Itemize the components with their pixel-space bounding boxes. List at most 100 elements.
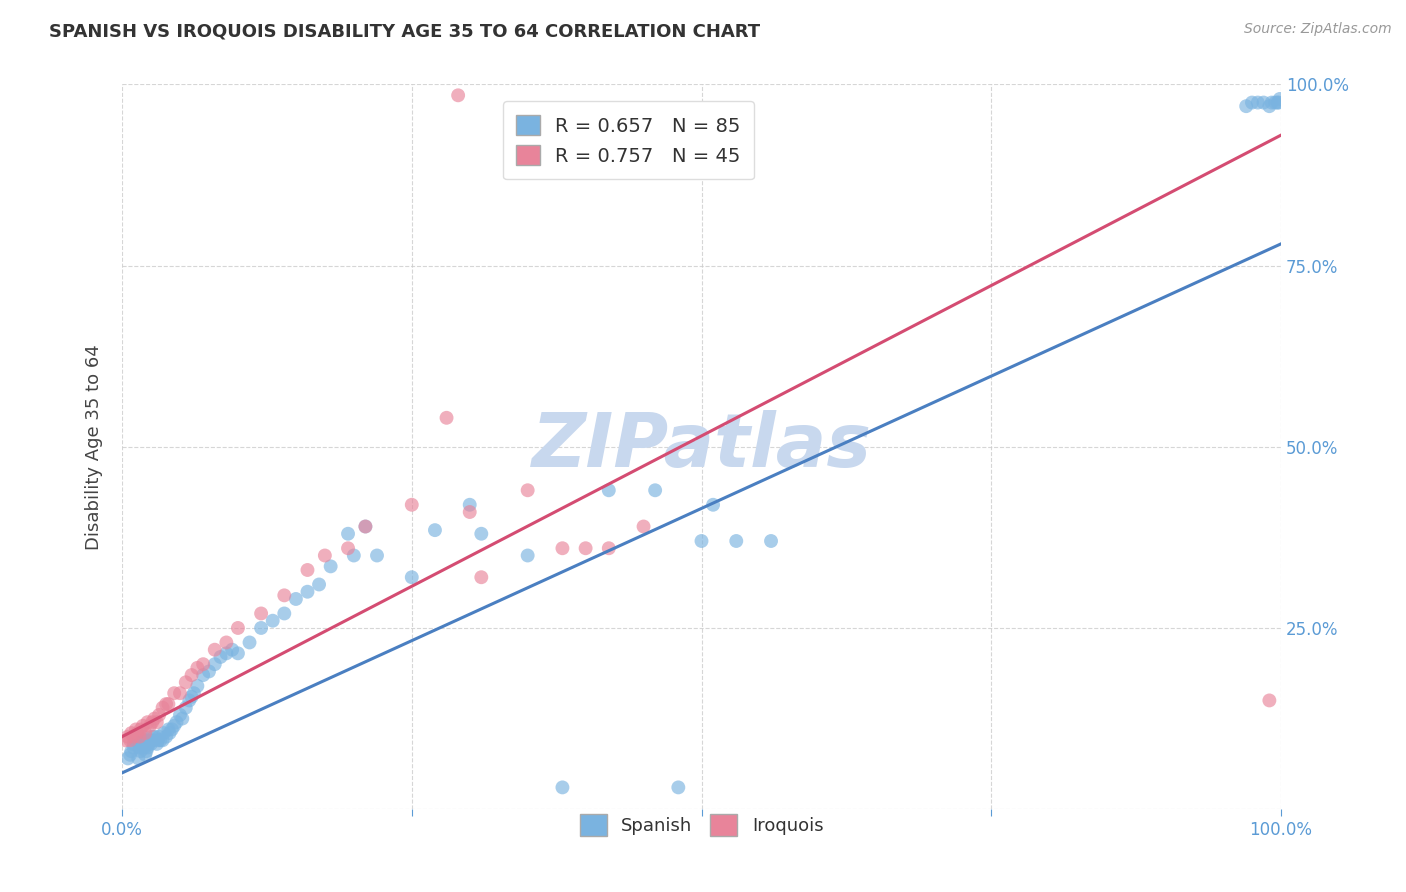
Point [180,668,202,682]
Point [139,737,162,751]
Point [337,526,360,541]
Point [134,726,156,740]
Point [702,498,724,512]
Point [174,700,197,714]
Point [152,700,174,714]
Point [122,737,145,751]
Point [141,715,163,730]
Point [117,730,139,744]
Text: Source: ZipAtlas.com: Source: ZipAtlas.com [1244,22,1392,37]
Y-axis label: Disability Age 35 to 64: Disability Age 35 to 64 [86,344,103,549]
Point [142,733,165,747]
Point [436,410,458,425]
Point [132,719,155,733]
Point [120,726,142,740]
Point [221,642,243,657]
Point [273,607,295,621]
Point [1267,95,1289,110]
Point [146,737,169,751]
Point [148,730,170,744]
Point [155,730,177,744]
Point [215,635,238,649]
Point [163,719,186,733]
Point [186,661,208,675]
Point [163,686,186,700]
Point [134,747,156,762]
Point [132,740,155,755]
Point [633,519,655,533]
Point [401,498,423,512]
Point [169,707,191,722]
Point [198,665,221,679]
Point [134,733,156,747]
Point [148,707,170,722]
Point [169,686,191,700]
Point [250,607,273,621]
Point [447,88,470,103]
Point [127,730,149,744]
Point [598,483,620,498]
Legend: Spanish, Iroquois: Spanish, Iroquois [572,807,831,844]
Point [209,649,232,664]
Point [120,733,142,747]
Point [423,523,446,537]
Point [1247,95,1270,110]
Point [128,730,150,744]
Point [354,519,377,533]
Point [120,744,142,758]
Point [551,541,574,556]
Point [337,541,360,556]
Point [143,712,166,726]
Point [120,747,142,762]
Point [1240,95,1263,110]
Point [458,505,481,519]
Point [132,730,155,744]
Point [262,614,284,628]
Point [129,723,152,737]
Point [146,715,169,730]
Point [226,621,249,635]
Point [157,697,180,711]
Point [139,733,162,747]
Point [152,726,174,740]
Point [1268,92,1291,106]
Point [135,744,157,758]
Point [180,690,202,704]
Point [122,740,145,755]
Text: ZIPatlas: ZIPatlas [531,410,872,483]
Point [174,675,197,690]
Point [122,730,145,744]
Point [516,549,538,563]
Point [160,723,183,737]
Point [759,534,782,549]
Point [551,780,574,795]
Point [284,591,307,606]
Point [238,635,260,649]
Point [139,719,162,733]
Point [186,679,208,693]
Point [598,541,620,556]
Point [308,577,330,591]
Point [401,570,423,584]
Point [458,498,481,512]
Point [166,715,188,730]
Point [155,697,177,711]
Point [250,621,273,635]
Point [226,646,249,660]
Point [314,549,336,563]
Point [1234,99,1257,113]
Point [149,733,172,747]
Point [141,730,163,744]
Point [127,751,149,765]
Point [690,534,713,549]
Point [297,563,319,577]
Point [1258,99,1281,113]
Point [125,723,148,737]
Point [204,657,226,672]
Point [172,712,194,726]
Point [1267,95,1289,110]
Text: SPANISH VS IROQUOIS DISABILITY AGE 35 TO 64 CORRELATION CHART: SPANISH VS IROQUOIS DISABILITY AGE 35 TO… [49,22,761,40]
Point [470,526,492,541]
Point [193,657,215,672]
Point [319,559,342,574]
